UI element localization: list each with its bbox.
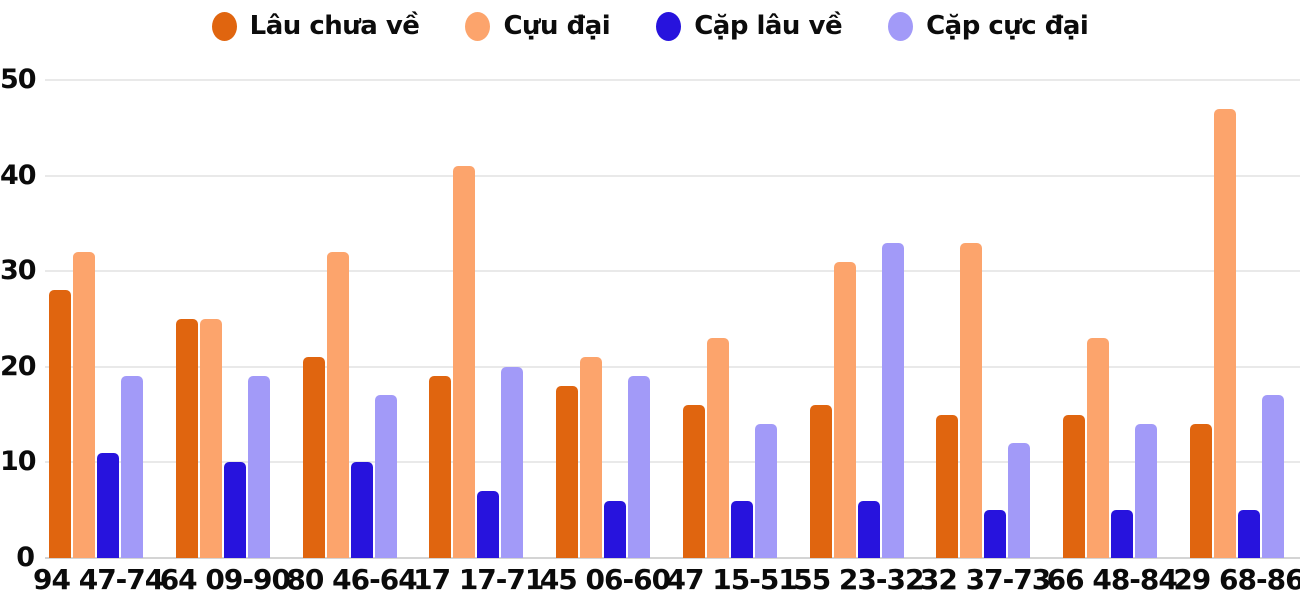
y-axis-tick-label: 50 — [0, 64, 37, 95]
legend-label: Cựu đại — [503, 11, 611, 41]
gridline — [45, 174, 1300, 177]
chart-bar — [1237, 510, 1260, 558]
bar-group: 66 48-84 — [1047, 80, 1178, 596]
chart-bar — [1008, 443, 1031, 558]
y-axis-tick-label: 40 — [0, 159, 37, 191]
chart-bar — [302, 357, 325, 558]
legend-label: Lâu chưa về — [249, 11, 420, 41]
chart-bar — [857, 500, 880, 558]
plot-area: 0 10 20 30 40 50 94 47-74 64 09-90 80 46-64 17 1… — [0, 66, 1300, 596]
y-axis-tick-label: 30 — [0, 255, 37, 287]
chart-bar — [1189, 424, 1212, 558]
chart-bar — [833, 261, 856, 558]
chart-bar — [1261, 395, 1284, 558]
chart-bar — [326, 252, 349, 558]
chart-bar — [49, 290, 72, 558]
y-axis-tick-label: 10 — [0, 446, 37, 478]
legend-swatch-icon — [211, 11, 237, 41]
x-axis-category-label: 55 23-32 — [793, 563, 924, 596]
chart-bar — [881, 242, 904, 558]
legend-item: Lâu chưa về — [211, 11, 420, 41]
gridline — [45, 461, 1300, 464]
legend-swatch-icon — [465, 11, 491, 41]
chart-bar — [730, 500, 753, 558]
x-axis-category-label: 29 68-86 — [1173, 563, 1300, 596]
chart-bar — [682, 405, 705, 558]
chart-bar — [809, 405, 832, 558]
y-axis-tick-label: 20 — [0, 350, 37, 382]
x-axis-category-label: 94 47-74 — [33, 563, 164, 596]
chart-bar — [453, 166, 476, 558]
chart-bar — [984, 510, 1007, 558]
chart-bar — [556, 385, 579, 558]
bar-group: 32 37-73 — [920, 80, 1051, 596]
x-axis-category-label: 47 15-51 — [666, 563, 798, 596]
bar-group: 47 15-51 — [667, 80, 798, 596]
chart-bar — [604, 500, 627, 558]
gridline — [45, 270, 1300, 273]
gridline — [45, 365, 1300, 368]
x-axis-category-label: 66 48-84 — [1046, 563, 1178, 596]
chart-bar — [501, 366, 524, 558]
bar-group: 94 47-74 — [33, 80, 164, 596]
chart-bar — [706, 338, 729, 558]
x-axis-category-label: 17 17-71 — [413, 563, 544, 596]
chart-bar — [477, 491, 500, 558]
chart-bar — [1134, 424, 1157, 558]
chart-bar — [1086, 338, 1109, 558]
chart-bar — [374, 395, 397, 558]
legend-item: Cặp cực đại — [888, 11, 1089, 41]
bar-group: 45 06-60 — [540, 80, 671, 596]
gridline — [45, 557, 1300, 559]
bar-group: 17 17-71 — [413, 80, 544, 596]
x-axis-category-label: 80 46-64 — [286, 563, 417, 596]
chart-bar — [224, 462, 247, 558]
chart-bar — [429, 376, 452, 558]
x-axis-category-label: 64 09-90 — [159, 563, 291, 596]
chart-bar — [121, 376, 144, 558]
bar-groups: 94 47-74 64 09-90 80 46-64 17 17-71 45 06-60… — [33, 80, 1300, 596]
chart-bar — [580, 357, 603, 558]
chart-bar — [200, 319, 223, 558]
bar-group: 29 68-86 — [1173, 80, 1300, 596]
chart-bar — [754, 424, 777, 558]
bar-group: 64 09-90 — [160, 80, 291, 596]
bar-group: 80 46-64 — [286, 80, 418, 596]
chart-bar — [176, 319, 199, 558]
x-axis-category-label: 45 06-60 — [539, 563, 671, 596]
chart-bar — [73, 252, 96, 558]
legend-label: Cặp lâu về — [694, 11, 843, 41]
chart-bar — [1213, 108, 1236, 558]
legend-label: Cặp cực đại — [926, 11, 1089, 41]
legend-swatch-icon — [656, 11, 682, 41]
chart-bar — [936, 414, 959, 558]
chart-legend: Lâu chưa về Cựu đại Cặp lâu về Cặp cực đ… — [0, 8, 1300, 44]
x-axis-category-label: 32 37-73 — [919, 563, 1051, 596]
gridline — [45, 79, 1300, 81]
chart-bar — [960, 242, 983, 558]
chart-bar — [1062, 414, 1085, 558]
bar-group: 55 23-32 — [793, 80, 924, 596]
chart-bar — [628, 376, 651, 558]
y-axis-tick-label: 0 — [16, 542, 35, 573]
legend-item: Cặp lâu về — [656, 11, 843, 41]
legend-item: Cựu đại — [465, 11, 611, 41]
legend-swatch-icon — [888, 11, 914, 41]
chart-bar — [248, 376, 271, 558]
chart-bar — [1110, 510, 1133, 558]
chart-bar — [350, 462, 373, 558]
chart-bar — [97, 452, 120, 558]
